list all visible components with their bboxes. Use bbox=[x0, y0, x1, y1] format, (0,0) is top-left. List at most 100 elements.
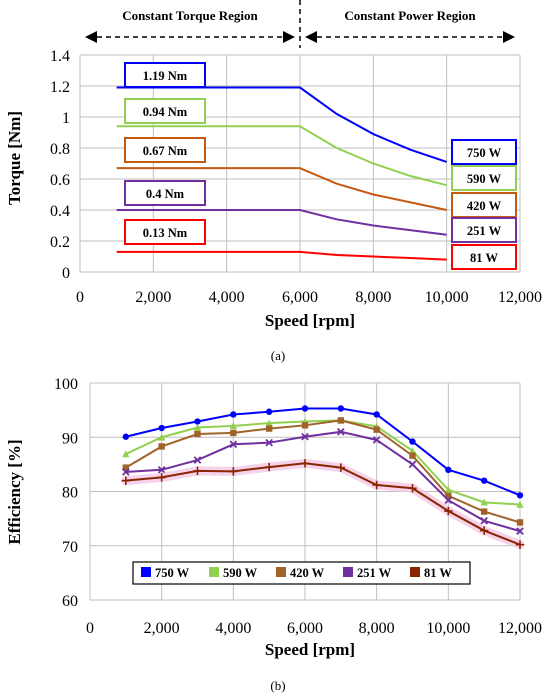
data-point bbox=[372, 480, 381, 490]
efficiency-series-line bbox=[125, 462, 521, 546]
power-value-box: 590 W bbox=[451, 165, 517, 191]
data-point bbox=[229, 467, 238, 476]
power-value-label: 750 W bbox=[467, 146, 502, 160]
x-tick-label: 6,000 bbox=[282, 289, 318, 306]
data-point bbox=[480, 477, 488, 484]
torque-x-axis-title: Speed [rpm] bbox=[265, 311, 355, 330]
y-tick-label: 1 bbox=[62, 110, 70, 127]
y-tick-label: 100 bbox=[54, 376, 78, 393]
data-point bbox=[408, 447, 417, 455]
data-point bbox=[230, 429, 237, 437]
data-point bbox=[516, 527, 524, 535]
legend-swatch bbox=[343, 567, 353, 577]
legend-item: 251 W bbox=[343, 566, 392, 580]
data-point bbox=[158, 424, 165, 432]
torque-value-box: 1.19 Nm bbox=[124, 62, 206, 88]
data-point bbox=[337, 417, 345, 424]
torque-chart: Constant Torque Region Constant Power Reg… bbox=[5, 0, 542, 363]
torque-value-label: 0.94 Nm bbox=[143, 105, 188, 119]
efficiency-series bbox=[122, 417, 524, 526]
data-point bbox=[336, 427, 345, 436]
y-tick-label: 1.4 bbox=[50, 48, 70, 65]
data-point bbox=[373, 411, 380, 418]
legend-label: 420 W bbox=[290, 566, 325, 580]
data-point bbox=[193, 466, 202, 476]
torque-y-axis-title: Torque [Nm] bbox=[5, 111, 24, 205]
region-label: Constant Torque Region bbox=[122, 8, 258, 23]
legend-item: 420 W bbox=[276, 566, 325, 580]
efficiency-series bbox=[122, 405, 524, 499]
x-tick-label: 10,000 bbox=[425, 289, 469, 306]
data-point bbox=[265, 408, 273, 415]
data-point bbox=[194, 430, 201, 438]
data-point bbox=[122, 464, 130, 471]
data-point bbox=[157, 433, 166, 441]
data-point bbox=[444, 486, 453, 494]
x-tick-label: 12,000 bbox=[498, 289, 542, 306]
data-point bbox=[300, 459, 310, 468]
y-tick-label: 0.4 bbox=[50, 203, 70, 220]
data-point bbox=[409, 452, 416, 459]
data-point bbox=[515, 540, 525, 549]
y-tick-label: 70 bbox=[62, 539, 78, 556]
efficiency-series-line bbox=[125, 419, 521, 506]
y-tick-label: 80 bbox=[62, 485, 78, 502]
legend-swatch bbox=[141, 567, 151, 577]
power-value-box: 251 W bbox=[451, 217, 517, 243]
power-value-box: 420 W bbox=[451, 192, 517, 218]
torque-value-box: 0.4 Nm bbox=[124, 180, 206, 206]
data-point bbox=[301, 422, 309, 429]
data-point bbox=[122, 450, 130, 458]
x-tick-label: 4,000 bbox=[215, 620, 251, 637]
power-value-label: 420 W bbox=[467, 199, 502, 213]
data-point bbox=[409, 438, 416, 445]
data-point bbox=[194, 418, 201, 425]
torque-value-box: 0.13 Nm bbox=[124, 219, 206, 245]
subfigure-label-a: (a) bbox=[271, 348, 285, 363]
torque-series-line bbox=[116, 125, 447, 187]
subfigure-label-b: (b) bbox=[270, 678, 285, 693]
legend-swatch bbox=[410, 567, 420, 577]
torque-value-label: 0.67 Nm bbox=[143, 144, 188, 158]
y-tick-label: 0.2 bbox=[50, 234, 70, 251]
data-point bbox=[230, 411, 237, 418]
data-point bbox=[229, 422, 238, 430]
data-point bbox=[444, 496, 453, 505]
efficiency-series-line bbox=[125, 407, 521, 497]
data-point bbox=[121, 476, 131, 485]
data-point bbox=[480, 516, 489, 525]
efficiency-series bbox=[121, 458, 525, 550]
data-point bbox=[479, 526, 489, 535]
region-label: Constant Power Region bbox=[344, 8, 476, 23]
data-point bbox=[264, 462, 274, 472]
data-point bbox=[516, 519, 524, 526]
data-point bbox=[516, 492, 524, 499]
data-point bbox=[122, 433, 130, 440]
data-point bbox=[301, 405, 309, 412]
x-tick-label: 0 bbox=[76, 289, 84, 306]
data-point bbox=[444, 506, 453, 516]
data-point bbox=[265, 438, 274, 447]
data-point bbox=[193, 423, 202, 431]
legend-item: 81 W bbox=[410, 566, 452, 580]
legend-label: 590 W bbox=[223, 566, 258, 580]
torque-value-label: 0.13 Nm bbox=[143, 226, 188, 240]
legend-label: 750 W bbox=[155, 566, 190, 580]
y-tick-label: 0 bbox=[62, 265, 70, 282]
efficiency-series-line bbox=[125, 430, 521, 533]
legend-item: 750 W bbox=[141, 566, 190, 580]
data-point bbox=[372, 436, 381, 444]
data-point bbox=[265, 419, 273, 427]
data-point bbox=[229, 440, 238, 449]
x-tick-label: 10,000 bbox=[426, 620, 470, 637]
data-point bbox=[445, 492, 452, 500]
y-tick-label: 0.8 bbox=[50, 141, 70, 158]
torque-value-box: 0.94 Nm bbox=[124, 98, 206, 124]
power-value-label: 590 W bbox=[467, 172, 502, 186]
torque-value-box: 0.67 Nm bbox=[124, 137, 206, 163]
power-value-label: 81 W bbox=[470, 251, 498, 265]
data-point bbox=[157, 465, 166, 474]
data-point bbox=[265, 425, 273, 432]
torque-series-line bbox=[116, 209, 447, 236]
x-tick-label: 2,000 bbox=[135, 289, 171, 306]
